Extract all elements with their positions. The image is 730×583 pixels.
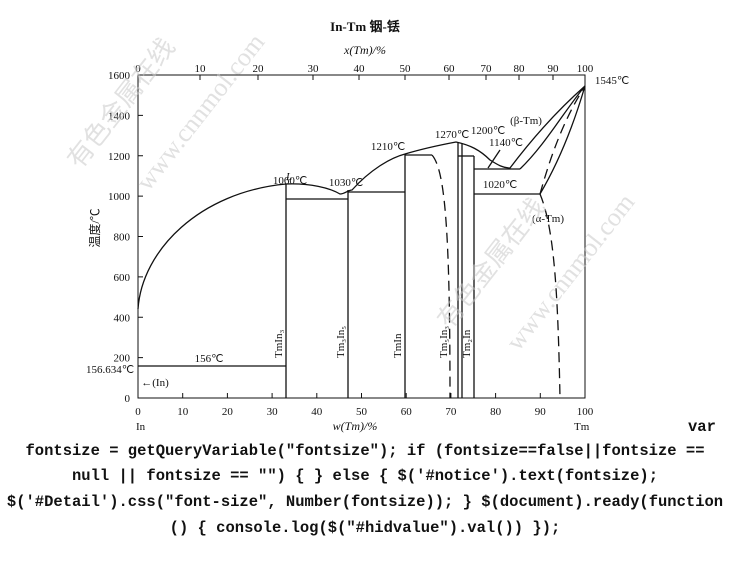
code-line: fontsize = getQueryVariable("fontsize");… <box>25 442 704 460</box>
y-tick-label: 1200 <box>108 151 131 163</box>
bottom-tick-label: 60 <box>401 406 413 418</box>
leader <box>487 149 501 169</box>
code-line: () { console.log($("#hidvalue").val()) }… <box>170 519 561 537</box>
bottom-axis-label: w(Tm)/% <box>333 419 378 433</box>
top-tick-label: 90 <box>548 63 560 75</box>
beta-boundary <box>539 85 586 195</box>
liquidus <box>137 85 586 310</box>
phase-label: Tm₂In <box>461 329 473 358</box>
top-axis-label: x(Tm)/% <box>343 43 386 57</box>
top-tick-label: 50 <box>400 63 412 75</box>
annotation: 1210℃ <box>371 141 405 153</box>
annotation: (β-Tm) <box>510 115 542 127</box>
annotation: 1270℃ <box>435 129 469 141</box>
y-tick-label: 200 <box>114 353 131 365</box>
bottom-tick-label: 30 <box>267 406 279 418</box>
top-tick-label: 0 <box>135 63 141 75</box>
y-tick-label: 800 <box>114 232 131 244</box>
phase-lines <box>137 74 586 399</box>
bottom-tick-label: 20 <box>222 406 234 418</box>
annotation: (α-Tm) <box>532 213 564 225</box>
y-axis-label: 温度/℃ <box>87 208 102 247</box>
top-tick-label: 80 <box>514 63 526 75</box>
annotation: 1545℃ <box>595 75 629 87</box>
phase-label: Tm₅In₃ <box>438 326 450 358</box>
title: In-Tm 铟-铥 <box>330 19 400 34</box>
y-tick-label: 400 <box>114 312 131 324</box>
y-tick-label: 600 <box>114 272 131 284</box>
bottom-tick-label: 10 <box>177 406 189 418</box>
top-tick-label: 70 <box>481 63 493 75</box>
element-label: In <box>136 421 146 433</box>
phase-label: Tm₃In₅ <box>335 326 347 358</box>
phase-label: TmIn₃ <box>273 330 285 358</box>
bottom-tick-label: 100 <box>577 406 594 418</box>
top-tick-label: 20 <box>253 63 265 75</box>
bottom-tick-label: 80 <box>490 406 502 418</box>
y-tick-label: 1000 <box>108 191 131 203</box>
bottom-tick-label: 0 <box>135 406 141 418</box>
top-tick-label: 100 <box>577 63 594 75</box>
bottom-tick-label: 50 <box>356 406 368 418</box>
top-tick-label: 10 <box>195 63 207 75</box>
code-line: null || fontsize == "") { } else { $('#n… <box>72 467 658 485</box>
bottom-tick-label: 70 <box>445 406 457 418</box>
annotation: 1140℃ <box>489 137 523 149</box>
code-line: $('#Detail').css("font-size", Number(fon… <box>7 493 723 511</box>
annotation: 1200℃ <box>471 125 505 137</box>
annotation: ←(In) <box>141 377 169 389</box>
dashed-boundary <box>539 85 586 195</box>
top-tick-label: 30 <box>308 63 320 75</box>
annotation: 1030℃ <box>329 177 363 189</box>
annotation: 156.634℃ <box>86 364 134 376</box>
y-tick-label: 1400 <box>108 110 131 122</box>
annotation: L <box>285 171 292 183</box>
top-tick-label: 60 <box>444 63 456 75</box>
y-tick-label: 0 <box>125 393 131 405</box>
annotation: 1060℃ <box>273 175 307 187</box>
element-label: Tm <box>574 421 590 433</box>
annotation: 1020℃ <box>483 179 517 191</box>
top-tick-label: 40 <box>354 63 366 75</box>
y-tick-label: 1600 <box>108 70 131 82</box>
dashed-boundary <box>431 154 451 399</box>
annotation: 156℃ <box>195 353 224 365</box>
code-line: var <box>688 418 716 436</box>
dashed-boundary <box>539 193 561 399</box>
phase-label: TmIn <box>392 333 404 358</box>
beta-boundary <box>519 85 586 170</box>
bottom-tick-label: 90 <box>535 406 547 418</box>
bottom-tick-label: 40 <box>311 406 323 418</box>
